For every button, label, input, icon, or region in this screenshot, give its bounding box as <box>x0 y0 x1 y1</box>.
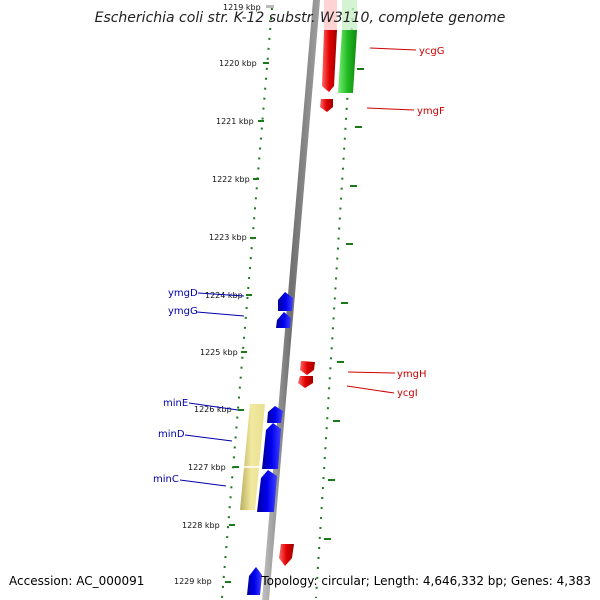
gene-label-ymgH[interactable]: ymgH <box>397 369 427 380</box>
kbp-label-1220: 1220 kbp <box>219 59 257 68</box>
gene-lower-blue-shape[interactable] <box>247 567 262 595</box>
kbp-label-1227: 1227 kbp <box>188 463 226 472</box>
leader-ycgG <box>369 47 417 51</box>
leader-ymgD <box>197 292 245 297</box>
top-tick <box>266 5 274 8</box>
leader-minD <box>184 434 233 442</box>
map-title: Escherichia coli str. K-12 substr. W3110… <box>94 10 506 26</box>
green-feature-top <box>342 0 357 30</box>
accession-text: Accession: AC_000091 <box>9 574 145 588</box>
right-gene-labels: ycgG ymgF ymgH ycgI <box>346 46 445 399</box>
gene-label-minE[interactable]: minE <box>163 398 188 409</box>
genome-summary-text: Topology: circular; Length: 4,646,332 bp… <box>261 574 591 588</box>
gene-ymgF-shape[interactable] <box>320 99 333 112</box>
gene-label-minC[interactable]: minC <box>153 474 179 485</box>
gene-label-minD[interactable]: minD <box>158 429 185 440</box>
gene-label-ycgI[interactable]: ycgI <box>397 388 418 399</box>
gene-ymgD-shape[interactable] <box>278 292 293 311</box>
green-feature[interactable] <box>338 30 357 93</box>
yellow-feature[interactable] <box>240 404 265 510</box>
forward-genes <box>279 0 337 566</box>
kbp-label-1225: 1225 kbp <box>200 348 238 357</box>
kbp-label-1224: 1224 kbp <box>205 291 243 300</box>
leader-ymgF <box>366 107 415 111</box>
leader-minC <box>179 479 227 487</box>
gene-ycgG-top <box>324 0 337 30</box>
leader-ycgI <box>346 385 395 394</box>
right-track-ticks <box>324 68 364 540</box>
gene-label-ycgG[interactable]: ycgG <box>419 46 445 57</box>
gene-label-ymgF[interactable]: ymgF <box>417 106 445 117</box>
gene-minE-shape[interactable] <box>267 406 283 423</box>
kbp-label-1226: 1226 kbp <box>194 405 232 414</box>
gene-minD-shape[interactable] <box>262 423 281 469</box>
leader-ymgG <box>196 311 245 317</box>
kbp-label-1221: 1221 kbp <box>216 117 254 126</box>
leader-ymgH <box>347 371 396 374</box>
kbp-label-1222: 1222 kbp <box>212 175 250 184</box>
kbp-label-1228: 1228 kbp <box>182 521 220 530</box>
gene-ycgI-shape[interactable] <box>298 376 313 388</box>
reverse-genes <box>247 292 293 595</box>
gene-minC-shape[interactable] <box>257 470 277 512</box>
leader-minE <box>188 402 239 411</box>
ruler-major-ticks <box>225 62 269 583</box>
gene-ymgH-shape[interactable] <box>300 361 315 375</box>
kbp-label-1223: 1223 kbp <box>209 233 247 242</box>
kbp-label-1219: 1219 kbp <box>223 3 261 12</box>
gene-ycgG-shape[interactable] <box>322 30 337 92</box>
gene-label-ymgD[interactable]: ymgD <box>168 288 198 299</box>
gene-ymgG-shape[interactable] <box>276 312 291 328</box>
left-gene-labels: ymgD ymgG minE minD minC <box>153 288 245 487</box>
gene-lower-red-shape[interactable] <box>279 544 294 566</box>
kbp-label-1229: 1229 kbp <box>174 577 212 586</box>
gene-label-ymgG[interactable]: ymgG <box>168 306 198 317</box>
